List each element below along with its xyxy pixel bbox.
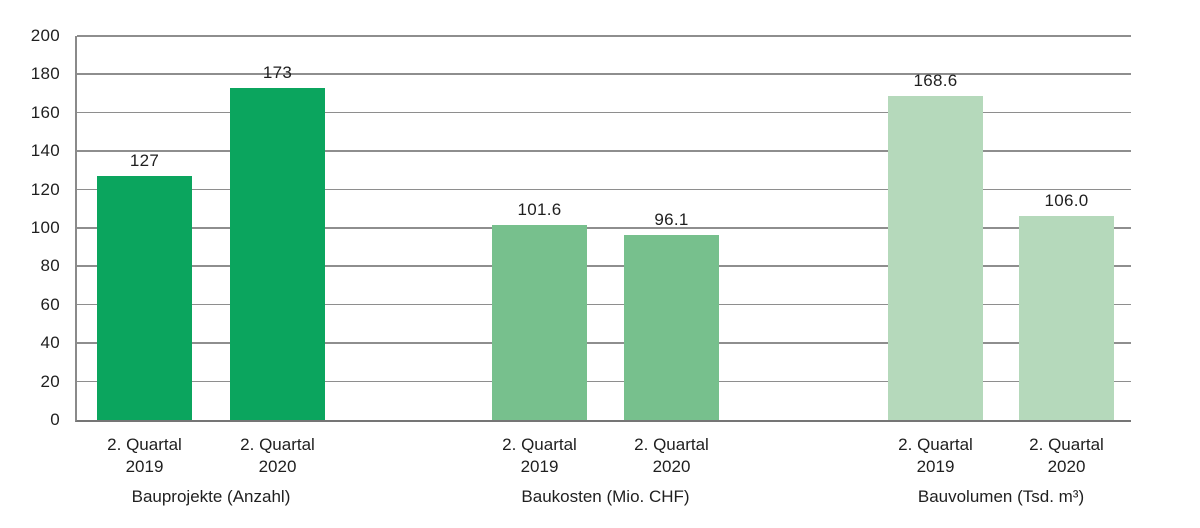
bar-value-label: 101.6 [517,200,562,219]
y-axis-tick-label: 160 [30,102,60,122]
gridline [77,342,1131,344]
bar-value-label: 106.0 [1044,191,1089,210]
y-axis-tick-label: 20 [40,371,60,391]
category-label: 2. Quartal 2020 [634,435,709,476]
y-axis-tick-label: 200 [30,26,60,45]
bar [230,88,325,420]
gridline [77,227,1131,229]
category-label: 2. Quartal 2020 [1029,435,1104,476]
gridline [77,150,1131,152]
gridline [77,111,1131,114]
y-axis-tick-label: 40 [40,333,60,353]
category-label: 2. Quartal 2019 [502,435,577,476]
category-label: 2. Quartal 2020 [240,435,315,476]
y-axis-tick-label: 140 [30,141,60,161]
y-axis-tick-label: 0 [50,410,60,429]
plot-area: 127 173 101.6 96.1 168.6 106.0 [75,35,1131,422]
group-label: Baukosten (Mio. CHF) [521,487,690,506]
gridline [77,265,1131,267]
y-axis-tick-label: 60 [40,294,60,314]
bar [1019,216,1114,420]
bar [97,176,192,420]
gridline [77,73,1131,75]
y-axis-tick-label: 120 [30,179,60,199]
y-axis-tick-label: 100 [30,218,60,237]
group-label: Bauprojekte (Anzahl) [131,487,291,506]
gridline [77,35,1131,37]
bar-value-label: 173 [262,63,293,82]
gridline [77,303,1131,306]
bar [624,235,719,420]
gridline [77,380,1131,383]
bar [888,96,983,420]
group-label: Bauvolumen (Tsd. m³) [917,487,1085,506]
y-axis-tick-label: 80 [40,256,60,276]
gridline [77,188,1131,191]
category-label: 2. Quartal 2019 [107,435,182,476]
category-label: 2. Quartal 2019 [898,435,973,476]
bar-value-label: 96.1 [654,210,689,229]
bar [492,225,587,420]
bar-value-label: 168.6 [913,71,958,90]
y-axis-tick-label: 180 [30,64,60,84]
bar-value-label: 127 [129,151,160,170]
